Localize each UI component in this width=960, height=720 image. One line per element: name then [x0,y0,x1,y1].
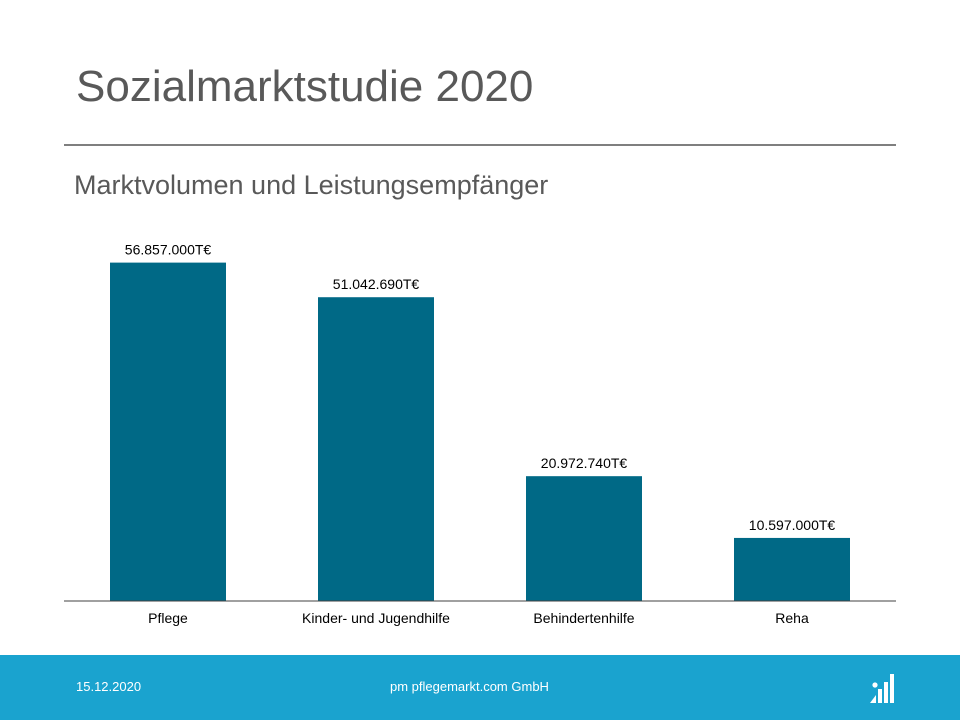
data-label-1: 51.042.690T€ [333,276,420,292]
title-divider [64,144,896,146]
bar-1 [318,297,434,601]
category-label-1: Kinder- und Jugendhilfe [302,610,450,626]
bar-chart: 56.857.000T€ Pflege 51.042.690T€ Kinder- un… [64,242,896,626]
footer-bar: 15.12.2020 pm pflegemarkt.com GmbH [0,655,960,720]
footer-company: pm pflegemarkt.com GmbH [390,679,549,694]
bar-3 [734,537,850,601]
data-label-2: 20.972.740T€ [541,455,628,471]
bar-0 [110,262,226,601]
data-label-0: 56.857.000T€ [125,242,212,258]
footer-date: 15.12.2020 [76,679,142,694]
category-label-2: Behindertenhilfe [533,610,634,626]
bar-2 [526,476,642,601]
category-label-0: Pflege [148,610,188,626]
data-label-3: 10.597.000T€ [749,517,836,533]
slide-title: Sozialmarktstudie 2020 [76,62,534,111]
slide-subtitle: Marktvolumen und Leistungsempfänger [74,170,549,200]
pflegemarkt-logo-icon [870,674,894,703]
category-label-3: Reha [775,610,809,626]
